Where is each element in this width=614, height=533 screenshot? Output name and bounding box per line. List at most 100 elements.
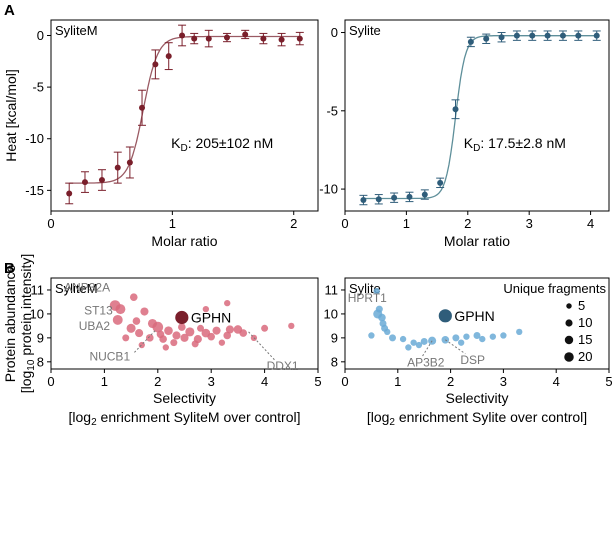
plot-frame <box>344 19 610 212</box>
x-tick-label: 4 <box>553 374 560 389</box>
x-tick-label: 5 <box>314 374 321 389</box>
highlight-point <box>175 310 189 325</box>
data-point <box>473 331 481 339</box>
data-point <box>373 288 380 295</box>
data-point <box>81 179 88 186</box>
data-point <box>132 317 141 325</box>
x-tick-label: 1 <box>394 374 401 389</box>
panel-label-b: B <box>4 260 15 277</box>
data-point <box>66 190 73 197</box>
data-point <box>500 332 507 339</box>
plot-frame <box>344 277 610 370</box>
data-point <box>278 36 285 43</box>
highlight-point <box>438 309 452 323</box>
x-axis-label: Molar ratio <box>444 233 510 249</box>
data-point <box>516 328 523 336</box>
data-point <box>170 339 178 347</box>
y-tick-label: -10 <box>25 131 44 146</box>
y-tick-label: 9 <box>37 330 44 345</box>
chart-title: Sylite <box>349 281 381 296</box>
data-point <box>378 313 386 322</box>
annotation-label: NUCB1 <box>89 350 130 364</box>
chart-1: 0 1 2 3 4 0 -5 -10 Sylite Molar ratio KD: 17.5±2.8… <box>319 19 610 249</box>
data-point <box>145 334 154 342</box>
x-tick-label: 1 <box>101 374 108 389</box>
y-tick-label: 10 <box>324 306 338 321</box>
data-point <box>185 327 195 337</box>
data-point <box>489 333 497 340</box>
x-tick-label: 3 <box>500 374 507 389</box>
data-point <box>122 334 130 342</box>
x-tick-label: 2 <box>464 216 471 231</box>
data-point <box>399 335 407 343</box>
data-point <box>239 329 248 337</box>
data-point <box>162 344 169 351</box>
y-tick-label: -15 <box>25 183 44 198</box>
x-axis-label-2: [log2 enrichment Sylite over control] <box>367 409 587 428</box>
annotation-leader <box>133 330 156 354</box>
x-tick-label: 2 <box>447 374 454 389</box>
annotation-label: DDX1 <box>267 359 299 373</box>
x-tick-label: 0 <box>341 216 348 231</box>
chart-title: SyliteM <box>55 281 98 296</box>
x-tick-label: 1 <box>169 216 176 231</box>
data-point <box>405 344 412 351</box>
x-tick-label: 4 <box>587 216 594 231</box>
x-axis-label: Selectivity <box>153 390 216 406</box>
highlight-label: GPHN <box>191 310 231 326</box>
annotation-leader <box>421 340 433 358</box>
data-point <box>375 196 382 203</box>
legend-label: 20 <box>578 349 592 364</box>
data-point <box>164 326 173 335</box>
data-point <box>529 32 536 39</box>
y-tick-label: 0 <box>37 28 44 43</box>
chart-title: Sylite <box>349 23 381 38</box>
data-point <box>152 321 164 333</box>
data-point <box>225 325 234 334</box>
y-tick-label: -5 <box>326 103 338 118</box>
y-tick-label: 9 <box>331 330 338 345</box>
data-point <box>384 328 391 336</box>
legend: Unique fragments 5 10 15 20 <box>503 281 606 364</box>
annotation-label: UBA2 <box>79 319 111 333</box>
data-point <box>207 332 215 341</box>
x-tick-label: 4 <box>261 374 268 389</box>
data-point <box>421 191 428 198</box>
data-point <box>112 314 123 325</box>
legend-swatch <box>564 335 574 345</box>
legend-swatch <box>564 352 574 362</box>
y-tick-label: -10 <box>319 182 338 197</box>
chart-title: SyliteM <box>55 23 98 38</box>
y-tick-label: 11 <box>325 282 339 297</box>
annotation-leader <box>445 339 466 355</box>
annotation-label: ANP32A <box>64 281 110 295</box>
y-tick-label: 0 <box>331 25 338 40</box>
data-point <box>375 305 383 313</box>
x-axis-label: Selectivity <box>445 390 508 406</box>
data-point <box>261 324 269 332</box>
data-point <box>114 164 121 171</box>
data-point <box>559 32 566 39</box>
data-point <box>360 197 367 204</box>
kd-annotation: KD: 17.5±2.8 nM <box>464 135 566 154</box>
data-point <box>180 333 189 342</box>
x-axis-label: Molar ratio <box>151 233 217 249</box>
legend-swatch <box>566 303 572 309</box>
data-point <box>126 323 136 333</box>
data-point <box>126 159 133 166</box>
data-point <box>498 34 505 41</box>
highlight-label: GPHN <box>454 308 494 324</box>
data-point <box>115 304 126 315</box>
data-point <box>165 53 172 60</box>
x-tick-label: 2 <box>290 216 297 231</box>
data-point <box>260 35 267 42</box>
y-tick-label: 10 <box>30 306 44 321</box>
x-tick-label: 1 <box>403 216 410 231</box>
data-point <box>452 334 460 342</box>
data-point <box>544 32 551 39</box>
legend-swatch <box>565 319 573 327</box>
data-point <box>98 177 105 184</box>
data-point <box>452 106 459 113</box>
legend-label: 15 <box>578 332 592 347</box>
data-point <box>288 322 295 330</box>
